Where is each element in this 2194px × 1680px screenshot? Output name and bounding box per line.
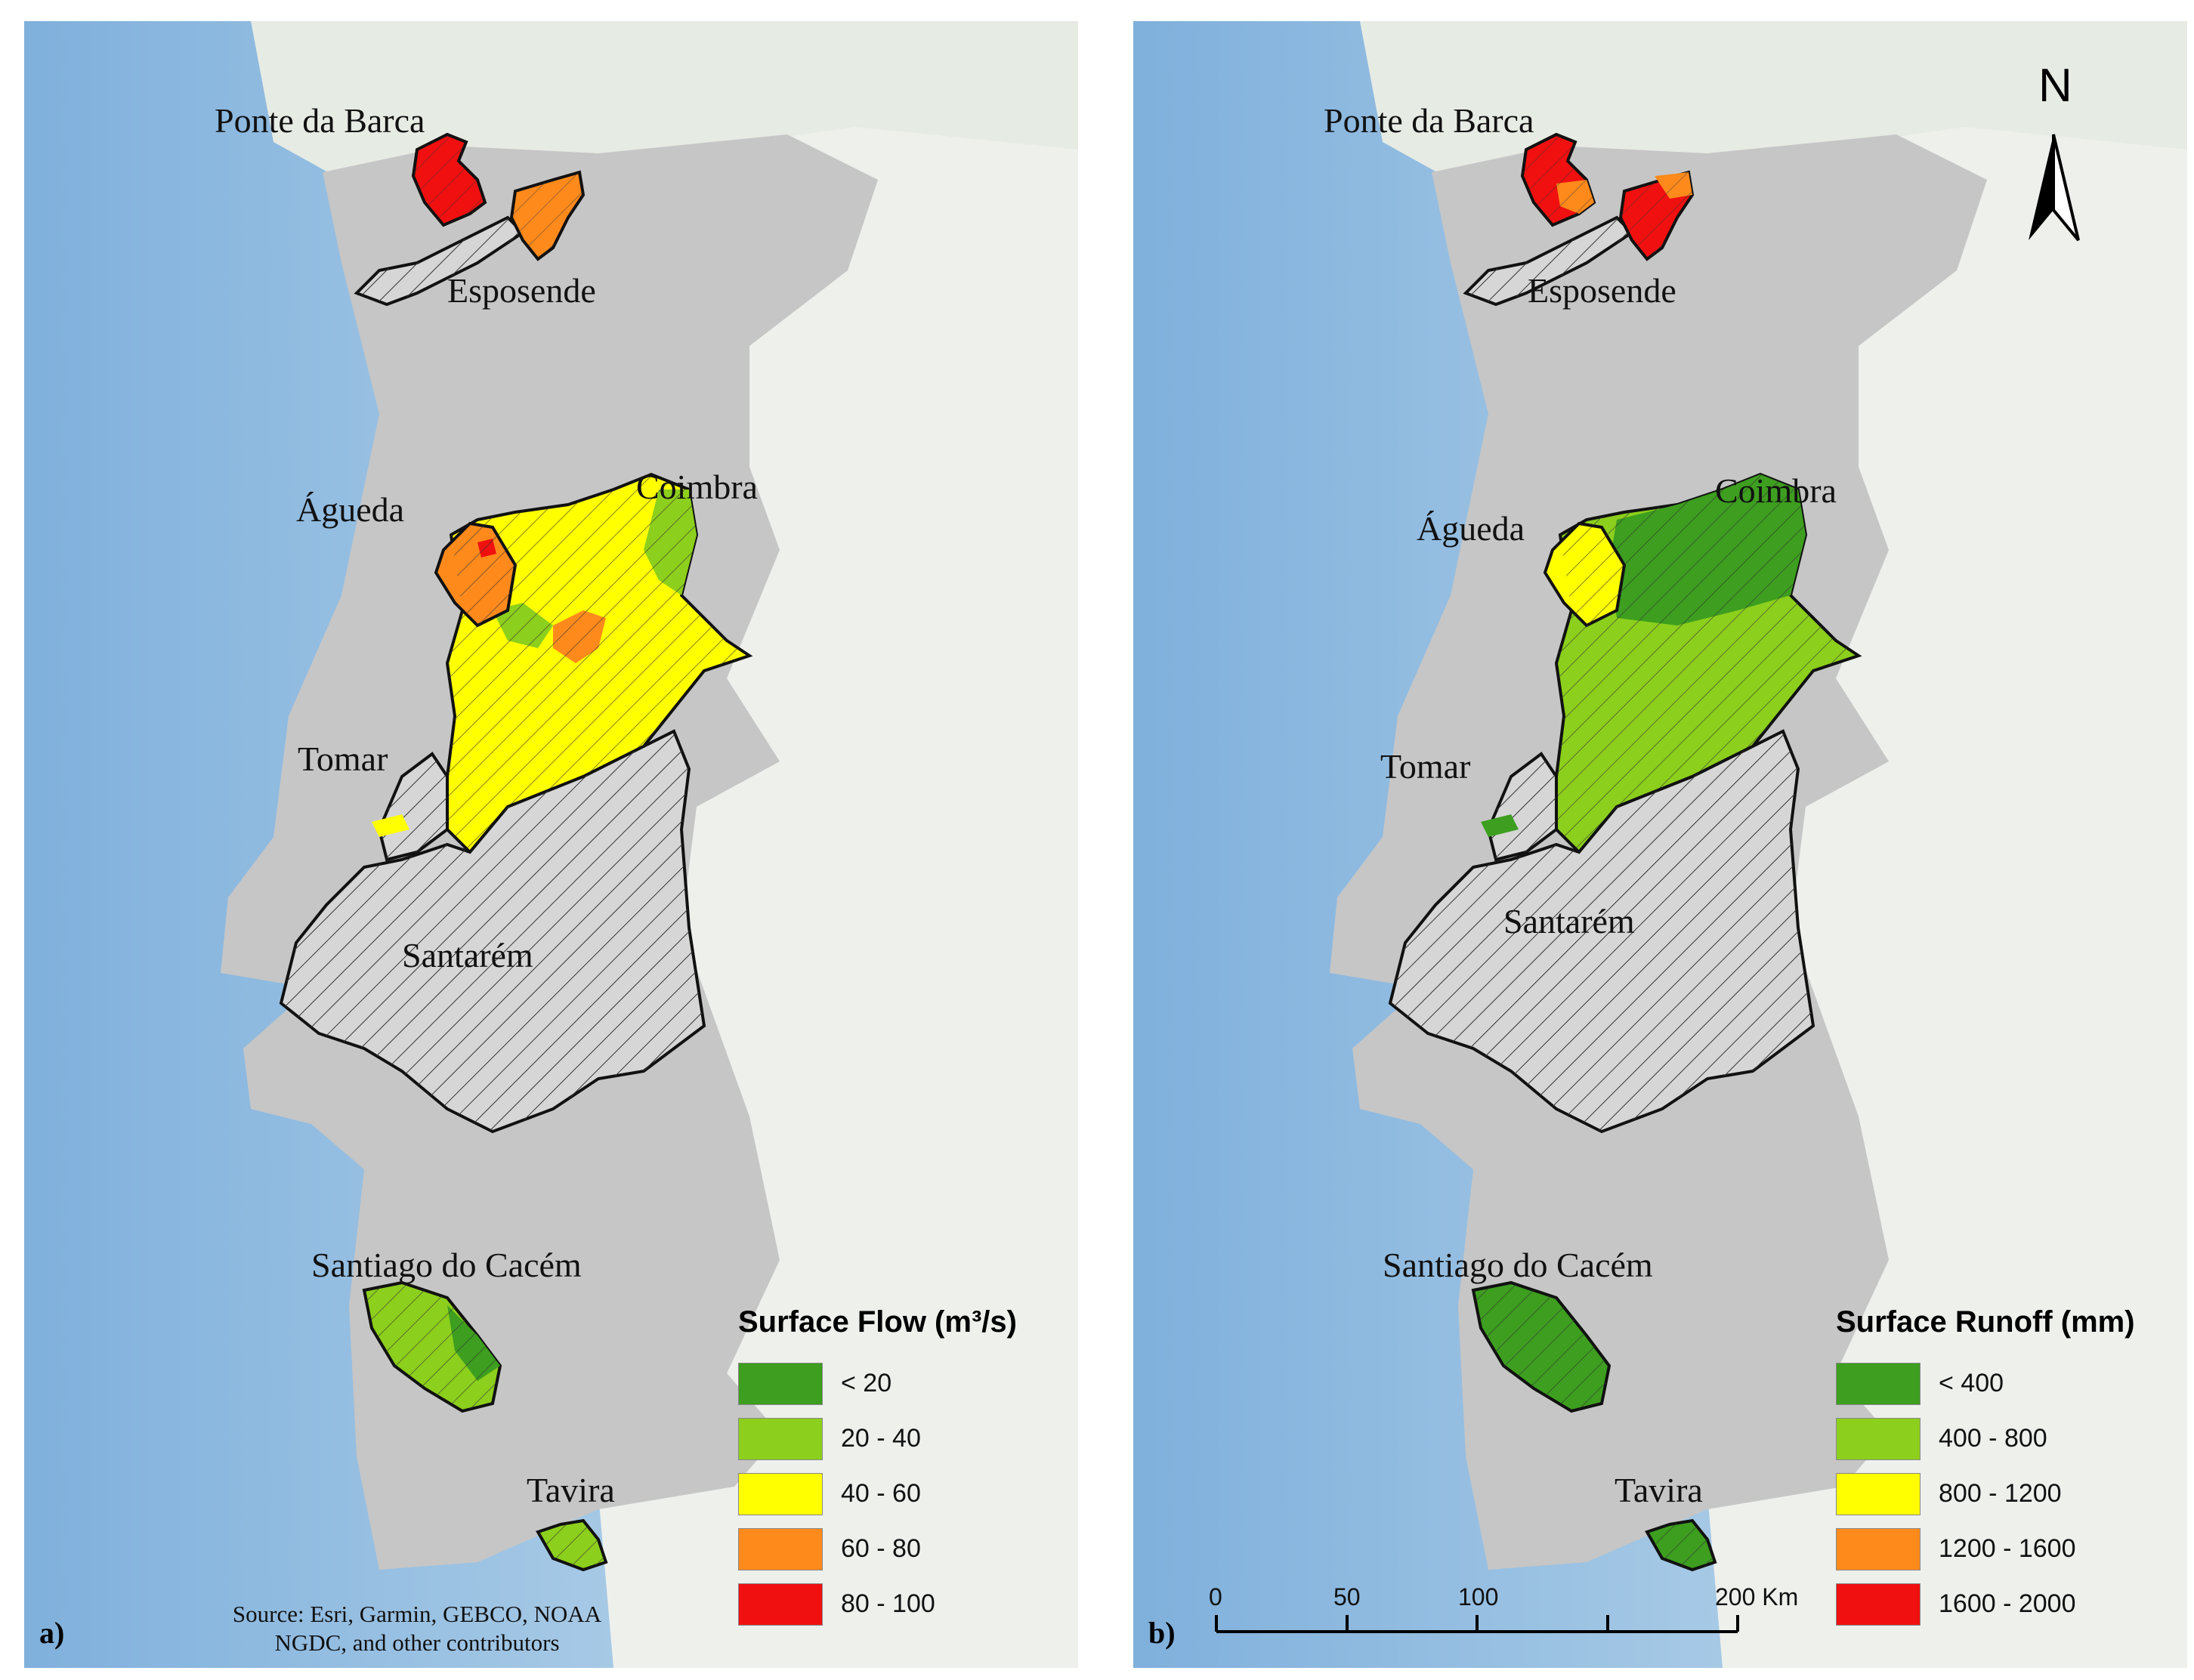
scale-label: 50 [1333,1583,1361,1611]
legend-swatch [738,1527,823,1570]
legend-item: 20 - 40 [738,1411,1017,1466]
legend-label: 60 - 80 [841,1534,921,1563]
north-arrow-icon [2029,134,2080,242]
legend-label: 80 - 100 [841,1589,935,1618]
legend-item: 400 - 800 [1836,1411,2135,1466]
basemap-a [24,21,1078,1668]
legend-label: 1200 - 1600 [1939,1534,2076,1563]
label-santiago: Santiago do Cacém [311,1246,582,1284]
legend-item: 1600 - 2000 [1836,1577,2135,1632]
label-agueda: Águeda [296,490,405,529]
legend-swatch [1836,1472,1921,1515]
legend-swatch [1836,1527,1921,1570]
legend-item: 1200 - 1600 [1836,1521,2135,1577]
legend-label: 400 - 800 [1939,1424,2047,1453]
label-ponte-da-barca: Ponte da Barca [1324,101,1534,140]
legend-item: < 400 [1836,1356,2135,1411]
label-tavira: Tavira [1615,1471,1703,1509]
legend-label: 20 - 40 [841,1424,921,1453]
legend-label: 1600 - 2000 [1939,1589,2076,1618]
map-panel-b: Ponte da Barca Esposende Águeda Coimbra … [1133,21,2187,1668]
label-agueda: Águeda [1417,509,1525,548]
source-line-1: Source: Esri, Garmin, GEBCO, NOAA [232,1601,602,1627]
legend-a: Surface Flow (m³/s) < 20 20 - 40 40 - 60… [738,1305,1017,1632]
label-santiago: Santiago do Cacém [1383,1246,1653,1284]
legend-title: Surface Flow (m³/s) [738,1305,1017,1339]
legend-swatch [1836,1362,1921,1405]
scale-bar [1215,1615,1739,1633]
label-santarem: Santarém [402,936,533,974]
source-line-2: NGDC, and other contributors [274,1629,560,1656]
label-esposende: Esposende [1528,271,1676,310]
scale-label: 0 [1209,1583,1222,1611]
legend-swatch [1836,1583,1921,1626]
panel-letter-b: b) [1148,1616,1176,1650]
legend-item: 80 - 100 [738,1577,1017,1632]
legend-swatch [1836,1417,1921,1460]
legend-item: 60 - 80 [738,1521,1017,1577]
legend-label: 800 - 1200 [1939,1479,2062,1508]
panel-letter-a: a) [39,1616,65,1650]
legend-item: 40 - 60 [738,1466,1017,1521]
map-panel-a: Ponte da Barca Esposende Águeda Coimbra … [24,21,1078,1668]
label-esposende: Esposende [447,271,596,310]
legend-label: < 400 [1939,1369,2004,1397]
legend-label: 40 - 60 [841,1479,921,1508]
scale-label: 100 [1458,1583,1499,1611]
legend-swatch [738,1362,823,1405]
legend-item: < 20 [738,1356,1017,1411]
scale-label: 200 Km [1715,1583,1799,1611]
source-attribution: Source: Esri, Garmin, GEBCO, NOAA NGDC, … [183,1600,651,1657]
label-tomar: Tomar [298,740,388,778]
legend-swatch [738,1583,823,1626]
basin-tomar-yellow [372,814,409,837]
legend-title: Surface Runoff (mm) [1836,1305,2135,1339]
legend-b: Surface Runoff (mm) < 400 400 - 800 800 … [1836,1305,2135,1632]
north-label: N [2038,60,2072,112]
legend-label: < 20 [841,1369,892,1397]
legend-swatch [738,1472,823,1515]
basin-tomar-green [1481,814,1519,837]
legend-item: 800 - 1200 [1836,1466,2135,1521]
label-ponte-da-barca: Ponte da Barca [215,101,425,140]
label-tomar: Tomar [1380,747,1471,786]
label-coimbra: Coimbra [1715,471,1837,510]
label-coimbra: Coimbra [636,468,758,506]
label-santarem: Santarém [1503,902,1635,940]
legend-swatch [738,1417,823,1460]
label-tavira: Tavira [527,1471,615,1509]
basemap-b [1133,21,2187,1668]
